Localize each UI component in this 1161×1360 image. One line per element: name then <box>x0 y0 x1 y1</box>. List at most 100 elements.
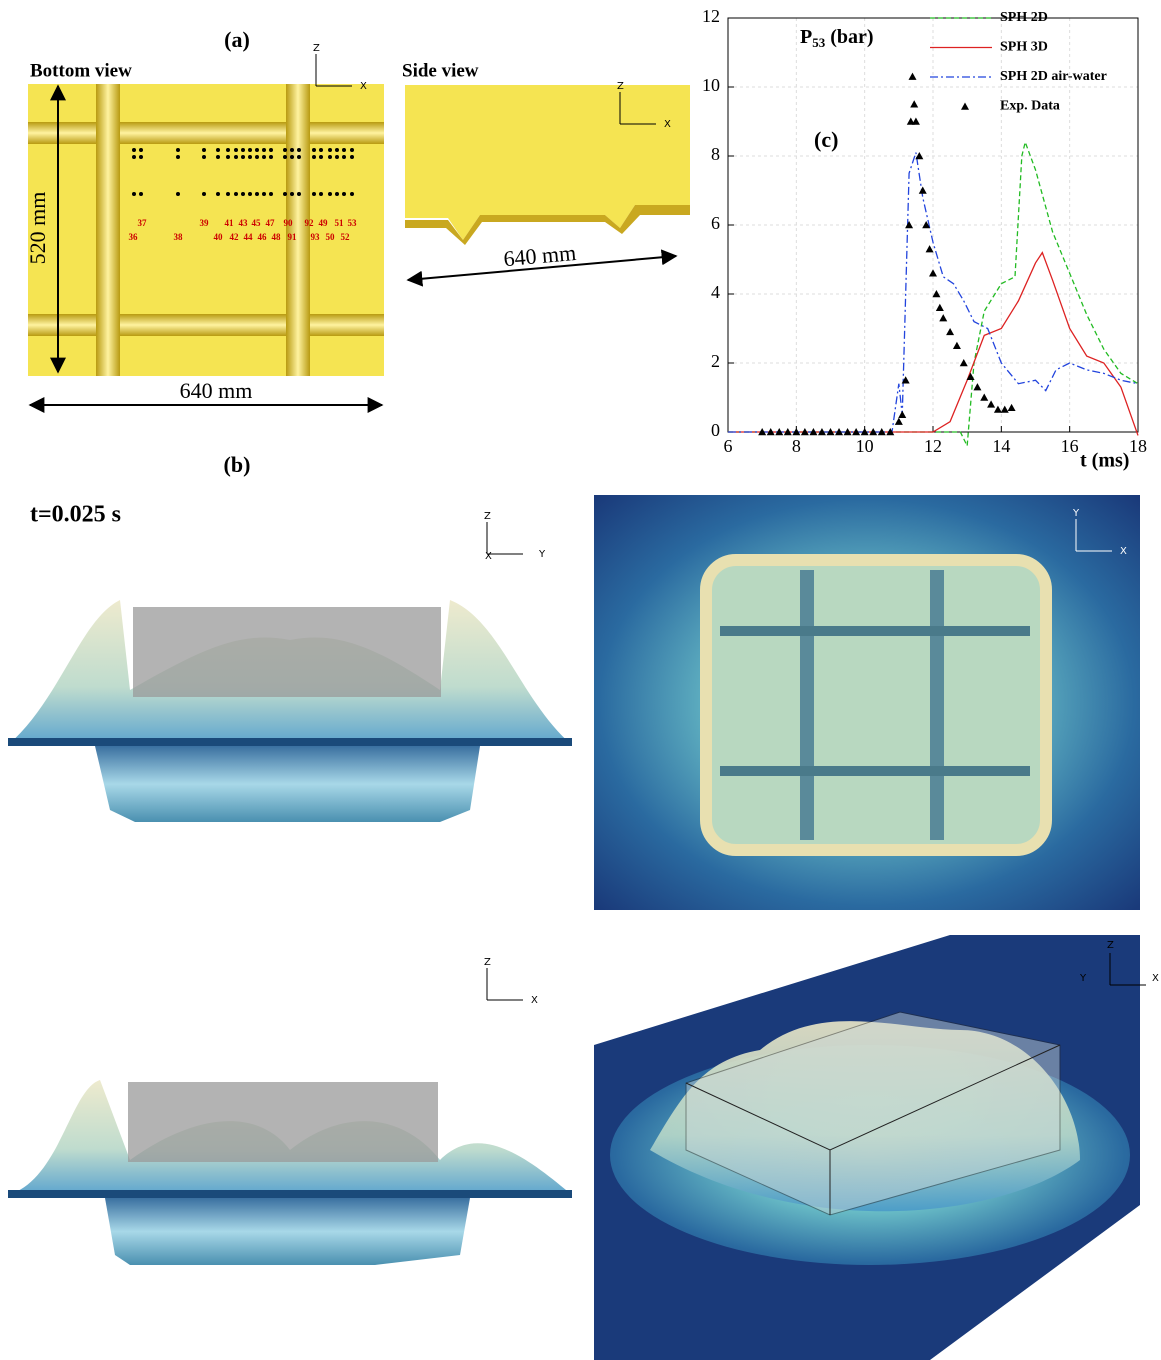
y-label-unit: (bar) <box>830 26 873 48</box>
sensor-dot <box>202 148 206 152</box>
triad-label: X <box>1120 546 1127 557</box>
triad-label: X <box>1152 973 1159 984</box>
exp-marker <box>973 383 981 390</box>
sensor-dot <box>176 155 180 159</box>
sensor-dot <box>132 192 136 196</box>
exp-marker <box>987 400 995 407</box>
sensor-dot <box>234 192 238 196</box>
sensor-dot <box>283 148 287 152</box>
sensor-dot <box>176 192 180 196</box>
sensor-dot <box>283 192 287 196</box>
triad-label: Z <box>484 957 491 968</box>
sensor-dot <box>255 192 259 196</box>
sensor-dot <box>350 192 354 196</box>
triad-label: Y <box>1072 508 1080 519</box>
sensor-label: 44 <box>244 232 254 242</box>
triad-label: Z <box>313 43 320 54</box>
sensor-dot <box>241 155 245 159</box>
sensor-dot <box>202 155 206 159</box>
exp-marker <box>909 73 917 80</box>
sensor-label: 50 <box>326 232 336 242</box>
panel-label: (b) <box>224 452 251 477</box>
sensor-dot <box>283 155 287 159</box>
bottom-view-image <box>28 84 384 376</box>
sensor-dot <box>290 192 294 196</box>
sensor-dot <box>342 155 346 159</box>
y-tick-label: 6 <box>711 213 720 233</box>
sensor-dot <box>319 192 323 196</box>
sensor-dot <box>255 148 259 152</box>
sensor-label: 43 <box>239 218 249 228</box>
sensor-label: 53 <box>348 218 358 228</box>
exp-marker <box>967 373 975 380</box>
triad-label: Z <box>617 81 624 92</box>
sensor-dot <box>139 148 143 152</box>
dimension: 640 mm <box>180 378 253 403</box>
y-label-main: P <box>800 26 812 48</box>
sensor-label: 92 <box>305 218 315 228</box>
sensor-dot <box>132 148 136 152</box>
sim-top-view <box>594 495 1140 910</box>
sensor-dot <box>297 155 301 159</box>
exp-marker <box>912 118 920 125</box>
triad-label: Y <box>538 549 546 560</box>
sensor-label: 45 <box>252 218 262 228</box>
sensor-dot <box>328 155 332 159</box>
sensor-label: 39 <box>200 218 210 228</box>
legend-label: SPH 2D air-water <box>1000 69 1107 84</box>
sensor-dot <box>335 148 339 152</box>
sensor-dot <box>319 148 323 152</box>
y-axis-label: P53 (bar) <box>800 26 874 50</box>
sensor-dot <box>248 155 252 159</box>
triad-label: X <box>531 995 538 1006</box>
legend-marker <box>961 103 969 110</box>
exp-marker <box>953 342 961 349</box>
sensor-label: 42 <box>230 232 240 242</box>
y-label-sub: 53 <box>812 35 826 50</box>
sensor-dot <box>328 148 332 152</box>
sensor-dot <box>226 148 230 152</box>
sensor-label: 38 <box>174 232 184 242</box>
sensor-dot <box>226 192 230 196</box>
legend-label: SPH 2D <box>1000 10 1048 25</box>
exp-marker <box>980 394 988 401</box>
sensor-dot <box>139 155 143 159</box>
sensor-label: 37 <box>138 218 148 228</box>
sensor-label: 41 <box>225 218 235 228</box>
sensor-dot <box>319 155 323 159</box>
exp-marker <box>926 245 934 252</box>
sensor-label: 90 <box>284 218 294 228</box>
figure: 3739414345479092495153363840424446489193… <box>0 0 1161 1360</box>
sensor-dot <box>226 155 230 159</box>
sensor-dot <box>335 192 339 196</box>
sensor-dot <box>269 192 273 196</box>
sensor-label: 47 <box>266 218 276 228</box>
sensor-dot <box>234 155 238 159</box>
view-label: Side view <box>402 60 479 81</box>
view-label: Bottom view <box>30 60 132 81</box>
triad-label: X <box>360 81 367 92</box>
sensor-dot <box>269 155 273 159</box>
x-tick-label: 12 <box>924 436 942 456</box>
sensor-dot <box>312 192 316 196</box>
sensor-dot <box>132 155 136 159</box>
sensor-dot <box>248 192 252 196</box>
y-tick-label: 12 <box>702 6 720 26</box>
sensor-dot <box>248 148 252 152</box>
sensor-dot <box>216 148 220 152</box>
sensor-dot <box>342 192 346 196</box>
legend-label: SPH 3D <box>1000 40 1048 55</box>
side-view-image <box>405 85 690 245</box>
exp-marker <box>1001 406 1009 413</box>
x-axis-label: t (ms) <box>1080 450 1129 472</box>
sensor-dot <box>350 148 354 152</box>
y-tick-label: 0 <box>711 420 720 440</box>
y-tick-label: 4 <box>711 282 720 302</box>
sensor-label: 48 <box>272 232 282 242</box>
exp-marker <box>895 418 903 425</box>
sensor-label: 36 <box>129 232 139 242</box>
exp-marker <box>939 314 947 321</box>
sensor-dot <box>139 192 143 196</box>
sensor-dot <box>328 192 332 196</box>
